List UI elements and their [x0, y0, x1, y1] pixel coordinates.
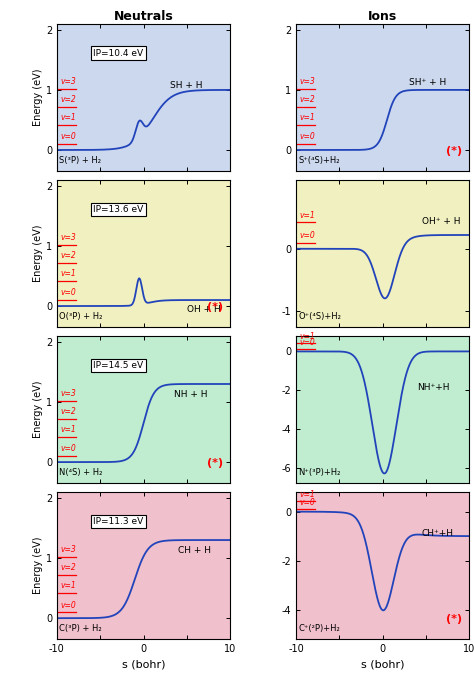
Text: N(⁴S) + H₂: N(⁴S) + H₂ — [59, 469, 103, 477]
Text: v=2: v=2 — [60, 563, 76, 573]
Text: NH⁺+H: NH⁺+H — [417, 383, 450, 392]
Title: Ions: Ions — [368, 10, 397, 22]
Text: v=1: v=1 — [60, 581, 76, 590]
Text: O⁺(⁴S)+H₂: O⁺(⁴S)+H₂ — [299, 312, 341, 321]
Text: v=2: v=2 — [300, 95, 315, 104]
Title: Neutrals: Neutrals — [114, 10, 173, 22]
Text: v=0: v=0 — [60, 133, 76, 141]
Y-axis label: Energy (eV): Energy (eV) — [33, 537, 43, 594]
Text: v=2: v=2 — [60, 95, 76, 104]
Text: v=1: v=1 — [300, 113, 315, 122]
Text: CH + H: CH + H — [178, 546, 211, 556]
Text: CH⁺+H: CH⁺+H — [421, 528, 454, 538]
Text: SH⁺ + H: SH⁺ + H — [409, 78, 446, 87]
Text: OH + H: OH + H — [187, 305, 220, 314]
Text: C⁺(²P)+H₂: C⁺(²P)+H₂ — [299, 624, 340, 633]
Text: S⁺(⁴S)+H₂: S⁺(⁴S)+H₂ — [299, 156, 340, 165]
Text: v=2: v=2 — [60, 407, 76, 416]
Text: v=0: v=0 — [60, 288, 76, 297]
Text: v=1: v=1 — [300, 211, 315, 220]
Text: v=0: v=0 — [300, 231, 315, 240]
Text: v=0: v=0 — [300, 338, 315, 347]
Text: v=3: v=3 — [60, 545, 76, 554]
Y-axis label: Energy (eV): Energy (eV) — [33, 224, 43, 282]
Text: NH + H: NH + H — [174, 390, 207, 399]
Text: S(³P) + H₂: S(³P) + H₂ — [59, 156, 101, 165]
Text: v=1: v=1 — [60, 425, 76, 435]
Text: v=1: v=1 — [300, 332, 315, 341]
Text: v=3: v=3 — [60, 233, 76, 242]
Text: (*): (*) — [207, 303, 223, 312]
Text: v=2: v=2 — [60, 251, 76, 260]
Text: v=0: v=0 — [60, 600, 76, 609]
Y-axis label: Energy (eV): Energy (eV) — [33, 381, 43, 439]
Text: SH + H: SH + H — [170, 81, 202, 90]
Text: IP=13.6 eV: IP=13.6 eV — [93, 205, 144, 214]
Y-axis label: Energy (eV): Energy (eV) — [33, 69, 43, 126]
Text: v=0: v=0 — [300, 133, 315, 141]
Text: v=1: v=1 — [60, 113, 76, 122]
Text: v=1: v=1 — [300, 490, 315, 498]
X-axis label: s (bohr): s (bohr) — [122, 660, 165, 670]
Text: IP=11.3 eV: IP=11.3 eV — [93, 517, 144, 526]
Text: (*): (*) — [446, 615, 462, 624]
X-axis label: s (bohr): s (bohr) — [361, 660, 404, 670]
Text: IP=10.4 eV: IP=10.4 eV — [93, 49, 144, 58]
Text: C(³P) + H₂: C(³P) + H₂ — [59, 624, 102, 633]
Text: N⁺(³P)+H₂: N⁺(³P)+H₂ — [299, 469, 341, 477]
Text: v=0: v=0 — [60, 445, 76, 454]
Text: OH⁺ + H: OH⁺ + H — [421, 217, 460, 226]
Text: v=3: v=3 — [300, 77, 315, 86]
Text: v=0: v=0 — [300, 498, 315, 507]
Text: (*): (*) — [446, 146, 462, 156]
Text: v=3: v=3 — [60, 77, 76, 86]
Text: v=3: v=3 — [60, 389, 76, 398]
Text: v=1: v=1 — [60, 269, 76, 278]
Text: O(³P) + H₂: O(³P) + H₂ — [59, 312, 103, 321]
Text: (*): (*) — [207, 458, 223, 469]
Text: IP=14.5 eV: IP=14.5 eV — [93, 361, 144, 370]
